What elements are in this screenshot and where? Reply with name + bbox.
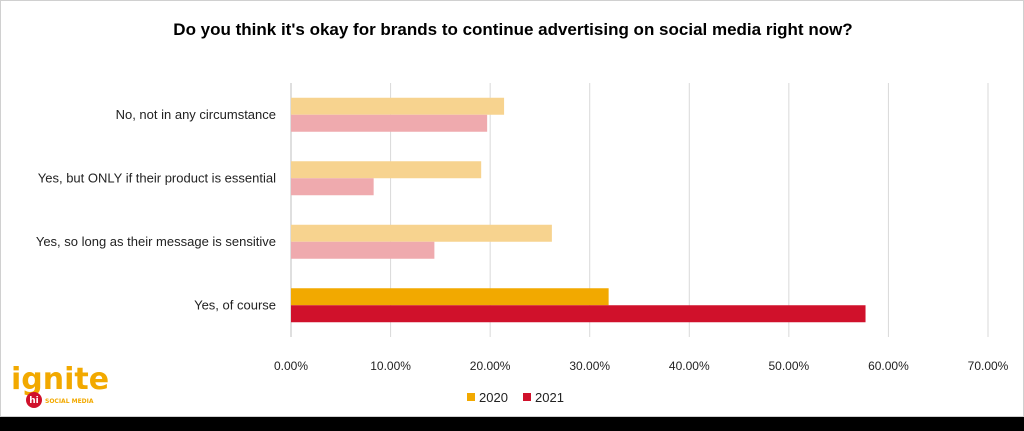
legend-label-2020: 2020 xyxy=(479,390,508,405)
chart-title: Do you think it's okay for brands to con… xyxy=(173,20,852,39)
bars xyxy=(291,97,866,323)
legend: 2020 2021 xyxy=(467,390,564,405)
bar-2021-3 xyxy=(291,305,866,323)
x-tick-label: 0.00% xyxy=(274,359,308,373)
legend-swatch-2020 xyxy=(467,393,475,401)
bar-2020-0 xyxy=(291,97,505,115)
bar-2020-1 xyxy=(291,161,482,179)
x-tick-label: 20.00% xyxy=(470,359,511,373)
category-label: Yes, so long as their message is sensiti… xyxy=(36,234,276,249)
logo-badge xyxy=(26,392,42,408)
x-tick-label: 50.00% xyxy=(769,359,810,373)
category-label: No, not in any circumstance xyxy=(116,107,276,122)
x-tick-label: 60.00% xyxy=(868,359,909,373)
x-tick-label: 70.00% xyxy=(968,359,1009,373)
x-tick-label: 40.00% xyxy=(669,359,710,373)
bar-2021-0 xyxy=(291,114,488,132)
bar-2021-1 xyxy=(291,178,374,196)
ignite-logo: ignite hi SOCIAL MEDIA xyxy=(11,362,109,408)
legend-swatch-2021 xyxy=(523,393,531,401)
legend-label-2021: 2021 xyxy=(535,390,564,405)
bar-2020-3 xyxy=(291,288,609,306)
category-label: Yes, but ONLY if their product is essent… xyxy=(38,170,276,185)
bar-chart: Do you think it's okay for brands to con… xyxy=(11,20,1009,408)
category-label: Yes, of course xyxy=(194,297,276,312)
x-tick-label: 30.00% xyxy=(569,359,610,373)
bar-2021-2 xyxy=(291,241,435,259)
bar-2020-2 xyxy=(291,224,552,242)
logo-subtext: SOCIAL MEDIA xyxy=(45,398,94,405)
x-tick-labels: 0.00% 10.00% 20.00% 30.00% 40.00% 50.00% 60.00… xyxy=(274,359,1009,373)
category-labels: No, not in any circumstance Yes, but ONLY… xyxy=(36,107,276,313)
chart-frame: Do you think it's okay for brands to con… xyxy=(0,0,1024,417)
logo-badge-text: hi xyxy=(29,396,39,406)
logo-wordmark: ignite xyxy=(11,362,109,397)
x-tick-label: 10.00% xyxy=(370,359,411,373)
